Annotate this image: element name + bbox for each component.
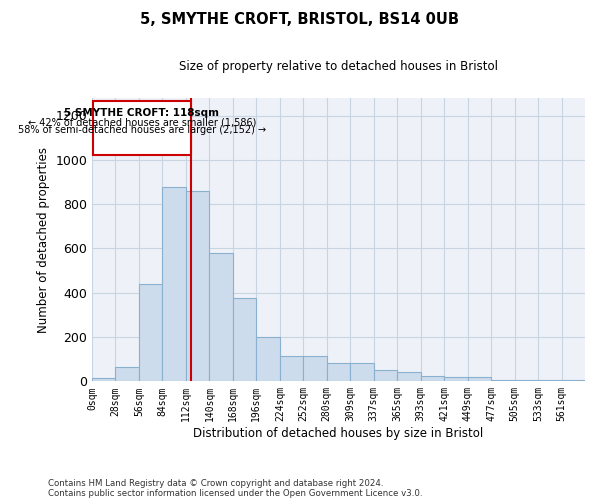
FancyBboxPatch shape [93, 101, 191, 156]
Bar [303, 356, 327, 382]
Bar [515, 380, 538, 382]
Bar [92, 378, 115, 382]
Bar [280, 356, 303, 382]
Bar [444, 378, 467, 382]
Bar [186, 191, 209, 382]
Bar [350, 363, 374, 382]
Bar [467, 378, 491, 382]
Bar [538, 380, 562, 382]
Title: Size of property relative to detached houses in Bristol: Size of property relative to detached ho… [179, 60, 498, 73]
Bar [397, 372, 421, 382]
Bar [163, 187, 186, 382]
Bar [327, 363, 350, 382]
Bar [491, 380, 515, 382]
Bar [256, 337, 280, 382]
Bar [233, 298, 256, 382]
Bar [209, 254, 233, 382]
Bar [421, 376, 444, 382]
Bar [115, 367, 139, 382]
Bar [139, 284, 163, 382]
Text: 5 SMYTHE CROFT: 118sqm: 5 SMYTHE CROFT: 118sqm [64, 108, 220, 118]
Bar [374, 370, 397, 382]
X-axis label: Distribution of detached houses by size in Bristol: Distribution of detached houses by size … [193, 427, 484, 440]
Text: Contains HM Land Registry data © Crown copyright and database right 2024.: Contains HM Land Registry data © Crown c… [48, 478, 383, 488]
Text: 5, SMYTHE CROFT, BRISTOL, BS14 0UB: 5, SMYTHE CROFT, BRISTOL, BS14 0UB [140, 12, 460, 28]
Text: 58% of semi-detached houses are larger (2,152) →: 58% of semi-detached houses are larger (… [18, 126, 266, 136]
Text: ← 42% of detached houses are smaller (1,586): ← 42% of detached houses are smaller (1,… [28, 118, 256, 128]
Text: Contains public sector information licensed under the Open Government Licence v3: Contains public sector information licen… [48, 488, 422, 498]
Y-axis label: Number of detached properties: Number of detached properties [37, 146, 50, 332]
Bar [562, 380, 585, 382]
